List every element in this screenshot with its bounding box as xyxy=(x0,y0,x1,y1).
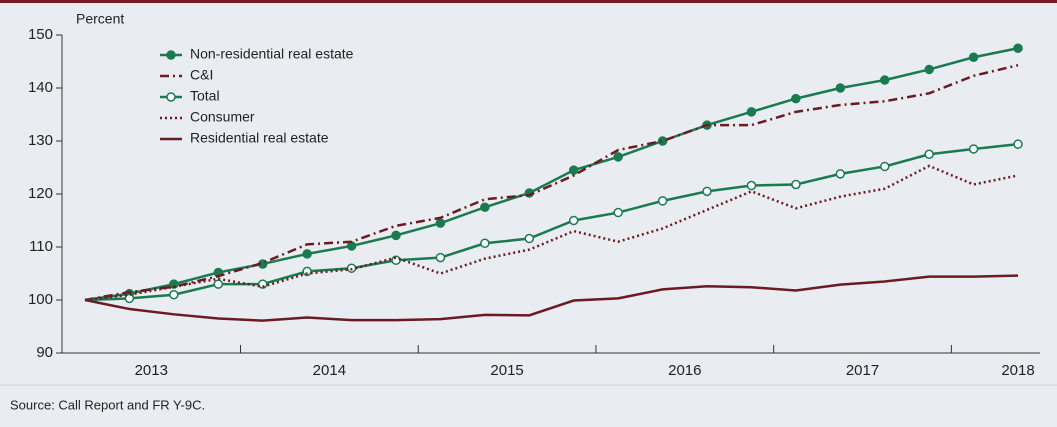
y-tick-label: 150 xyxy=(28,26,53,43)
series-marker xyxy=(568,165,579,175)
series-marker xyxy=(302,249,312,259)
series-marker xyxy=(480,202,490,212)
series-marker xyxy=(835,169,846,179)
series-line xyxy=(84,47,1019,302)
series-line xyxy=(84,164,1019,302)
series-marker xyxy=(791,179,801,190)
series-marker xyxy=(568,215,579,226)
series-marker xyxy=(124,293,135,304)
y-tick-label: 90 xyxy=(36,344,53,361)
series-marker xyxy=(1013,139,1023,149)
series-marker xyxy=(746,180,757,191)
series-marker xyxy=(346,241,357,251)
series-line xyxy=(84,142,1019,302)
legend-label: Total xyxy=(190,88,220,104)
series-marker xyxy=(302,266,312,277)
legend-label: Consumer xyxy=(190,109,255,125)
legend-label: Non-residential real estate xyxy=(190,46,354,62)
series-marker xyxy=(657,136,668,146)
series-marker xyxy=(213,279,224,289)
x-tick-label: 2017 xyxy=(846,362,879,379)
y-tick-label: 110 xyxy=(29,238,53,255)
x-tick-label: 2013 xyxy=(135,362,168,379)
series-marker xyxy=(968,144,979,154)
series-marker xyxy=(924,149,934,159)
series-marker xyxy=(435,252,446,263)
source-note: Source: Call Report and FR Y-9C. xyxy=(10,397,205,412)
x-tick-label: 2014 xyxy=(313,362,346,379)
legend-marker xyxy=(166,50,176,60)
series-marker xyxy=(968,52,979,63)
series-marker xyxy=(524,233,535,244)
series-marker xyxy=(435,218,446,228)
series-marker xyxy=(791,93,801,104)
legend-label: Residential real estate xyxy=(190,130,329,146)
y-tick-label: 100 xyxy=(28,291,53,308)
y-axis-label: Percent xyxy=(76,11,124,27)
top-border xyxy=(0,0,1057,3)
legend-label: C&I xyxy=(190,67,213,83)
series-marker xyxy=(702,186,712,197)
series-marker xyxy=(613,207,623,218)
series-marker xyxy=(746,107,757,117)
series-line xyxy=(84,274,1019,322)
x-tick-label: 2018 xyxy=(1001,362,1034,379)
series-marker xyxy=(480,238,490,249)
series-marker xyxy=(879,161,890,172)
series-marker xyxy=(391,255,401,265)
y-tick-label: 140 xyxy=(28,79,53,96)
y-tick-label: 130 xyxy=(28,132,53,149)
y-tick-label: 120 xyxy=(28,185,53,202)
series-marker xyxy=(879,75,890,85)
series-marker xyxy=(257,279,268,289)
series-marker xyxy=(1013,43,1023,53)
x-tick-label: 2016 xyxy=(668,362,701,379)
series-marker xyxy=(613,152,623,162)
series-marker xyxy=(924,64,934,75)
series-marker xyxy=(169,289,179,300)
series-line xyxy=(84,63,1019,302)
series-marker xyxy=(835,83,846,93)
series-marker xyxy=(391,230,401,241)
series-marker xyxy=(657,196,668,206)
x-tick-label: 2015 xyxy=(490,362,523,379)
legend-marker xyxy=(166,92,176,102)
